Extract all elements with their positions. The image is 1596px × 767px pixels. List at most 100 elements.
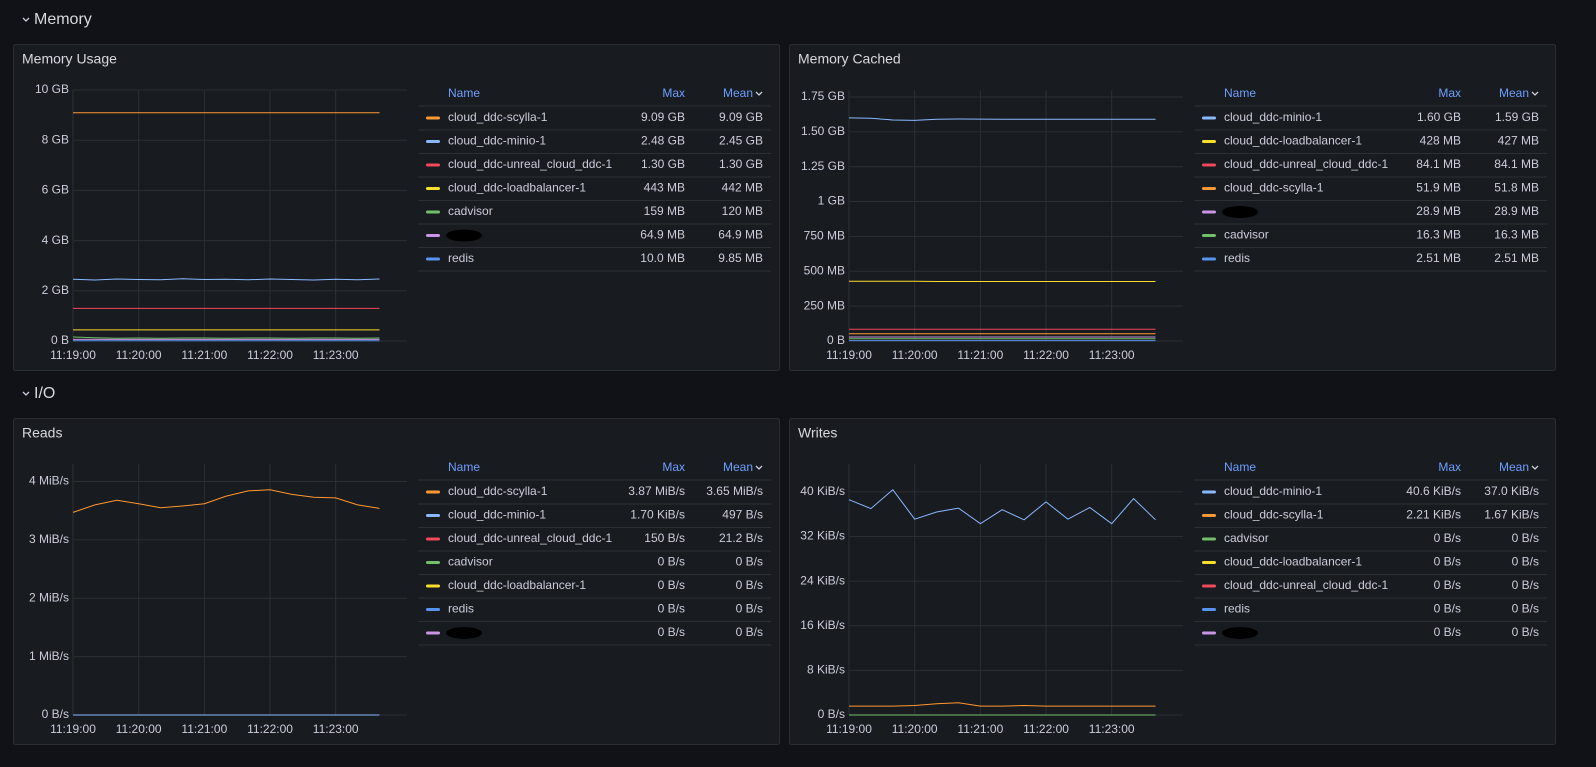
y-tick-label: 8 GB [42,132,69,146]
x-tick-label: 11:21:00 [181,348,227,362]
legend-header[interactable]: Name [1224,86,1256,100]
legend-name[interactable]: redis [448,251,474,265]
y-tick-label: 0 B [51,333,69,347]
x-tick-label: 11:23:00 [313,722,359,736]
legend-name[interactable]: redis [1224,251,1250,265]
y-tick-label: 1 GB [818,194,845,208]
legend-name[interactable]: cadvisor [448,555,493,569]
chevron-icon [1531,465,1539,470]
legend-name[interactable]: cloud_ddc-loadbalancer-1 [448,181,586,195]
y-tick-label: 4 GB [42,233,69,247]
legend-max: 0 B/s [1434,602,1461,616]
legend-max: 10.0 MB [640,251,685,265]
legend-header[interactable]: Max [1438,460,1461,474]
chevron-icon [22,17,30,22]
legend-max: 0 B/s [658,602,685,616]
legend-swatch [426,163,440,167]
legend-mean: 0 B/s [1512,602,1539,616]
x-tick-label: 11:23:00 [313,348,359,362]
legend-name[interactable]: cloud_ddc-loadbalancer-1 [448,578,586,592]
legend-name[interactable]: cloud_ddc-scylla-1 [1224,181,1324,195]
x-tick-label: 11:22:00 [1023,348,1069,362]
legend-name[interactable]: cloud_ddc-minio-1 [1224,110,1322,124]
legend-name[interactable]: cloud_ddc-scylla-1 [448,110,548,124]
legend-header[interactable]: Mean [723,460,753,474]
legend-swatch [1202,490,1216,494]
legend-max: 40.6 KiB/s [1406,484,1461,498]
redaction [446,229,482,242]
y-tick-label: 16 KiB/s [800,618,845,632]
legend-name[interactable]: redis [1224,602,1250,616]
legend-name[interactable]: cadvisor [448,204,493,218]
legend-swatch [426,608,440,611]
series-line [849,702,1156,707]
legend-header[interactable]: Max [662,460,685,474]
chevron-icon [1531,91,1539,96]
legend-name[interactable]: cadvisor [1224,531,1269,545]
legend-swatch [426,584,440,588]
legend-name[interactable]: cloud_ddc-minio-1 [448,508,546,522]
y-tick-label: 8 KiB/s [807,663,845,677]
legend-header[interactable]: Mean [1499,86,1529,100]
x-tick-label: 11:20:00 [892,348,938,362]
legend-swatch [1202,116,1216,120]
legend-name[interactable]: cloud_ddc-unreal_cloud_ddc-1 [448,157,612,171]
panel: Reads 0 B/s 1 MiB/s 2 MiB/s 3 MiB/s 4 MiB/s 11… [13,418,780,745]
y-tick-label: 0 B/s [42,707,69,721]
legend-mean: 427 MB [1498,134,1539,148]
legend-name[interactable]: cloud_ddc-scylla-1 [1224,508,1324,522]
legend-mean: 9.85 MB [718,251,763,265]
legend-header[interactable]: Mean [1499,460,1529,474]
x-tick-label: 11:21:00 [181,722,227,736]
legend-mean: 1.30 GB [719,157,763,171]
legend-name[interactable]: cloud_ddc-unreal_cloud_ddc-1 [448,531,612,545]
legend-name[interactable]: cloud_ddc-minio-1 [448,134,546,148]
panel-title: Memory Cached [798,51,901,67]
legend-name[interactable]: cloud_ddc-unreal_cloud_ddc-1 [1224,157,1388,171]
legend-max: 0 B/s [658,578,685,592]
legend-max: 0 B/s [658,625,685,639]
legend-name[interactable]: redis [448,602,474,616]
panel-title: Memory Usage [22,51,117,67]
legend-name[interactable]: cloud_ddc-loadbalancer-1 [1224,555,1362,569]
legend-swatch [426,514,440,517]
legend-mean: 0 B/s [1512,578,1539,592]
legend-swatch [1202,234,1216,237]
series-line [848,488,1156,525]
redaction [1222,627,1258,639]
legend-swatch [426,234,440,237]
legend-swatch [1202,608,1216,611]
legend-name[interactable]: cloud_ddc-minio-1 [1224,484,1322,498]
legend-header[interactable]: Max [1438,86,1461,100]
legend-header[interactable]: Name [448,86,480,100]
legend-name[interactable]: cadvisor [1224,228,1269,242]
series-line [72,489,380,513]
legend-name[interactable]: cloud_ddc-unreal_cloud_ddc-1 [1224,578,1388,592]
y-tick-label: 2 GB [42,283,69,297]
x-tick-label: 11:22:00 [1023,722,1069,736]
legend-name[interactable]: cloud_ddc-scylla-1 [448,484,548,498]
legend-swatch [426,561,440,564]
legend-max: 9.09 GB [641,110,685,124]
x-tick-label: 11:19:00 [50,722,96,736]
legend-max: 0 B/s [1434,531,1461,545]
x-tick-label: 11:19:00 [826,348,872,362]
legend-name[interactable]: cloud_ddc-loadbalancer-1 [1224,134,1362,148]
legend-swatch [1202,537,1216,541]
legend-max: 16.3 MB [1416,228,1461,242]
legend-swatch [1202,561,1216,564]
legend-header[interactable]: Max [662,86,685,100]
panel-bg [789,44,1556,371]
legend-swatch [1202,187,1216,190]
panel: Memory Usage 0 B 2 GB 4 GB 6 GB 8 GB 10 GB 11:1… [13,44,780,371]
legend-header[interactable]: Name [1224,460,1256,474]
y-tick-label: 40 KiB/s [800,484,845,498]
legend-header[interactable]: Name [448,460,480,474]
legend-header[interactable]: Mean [723,86,753,100]
legend-max: 2.21 KiB/s [1406,508,1461,522]
legend-max: 51.9 MB [1416,181,1461,195]
legend-mean: 37.0 KiB/s [1484,484,1539,498]
legend-mean: 120 MB [722,204,763,218]
x-tick-label: 11:19:00 [826,722,872,736]
legend-mean: 0 B/s [736,625,763,639]
